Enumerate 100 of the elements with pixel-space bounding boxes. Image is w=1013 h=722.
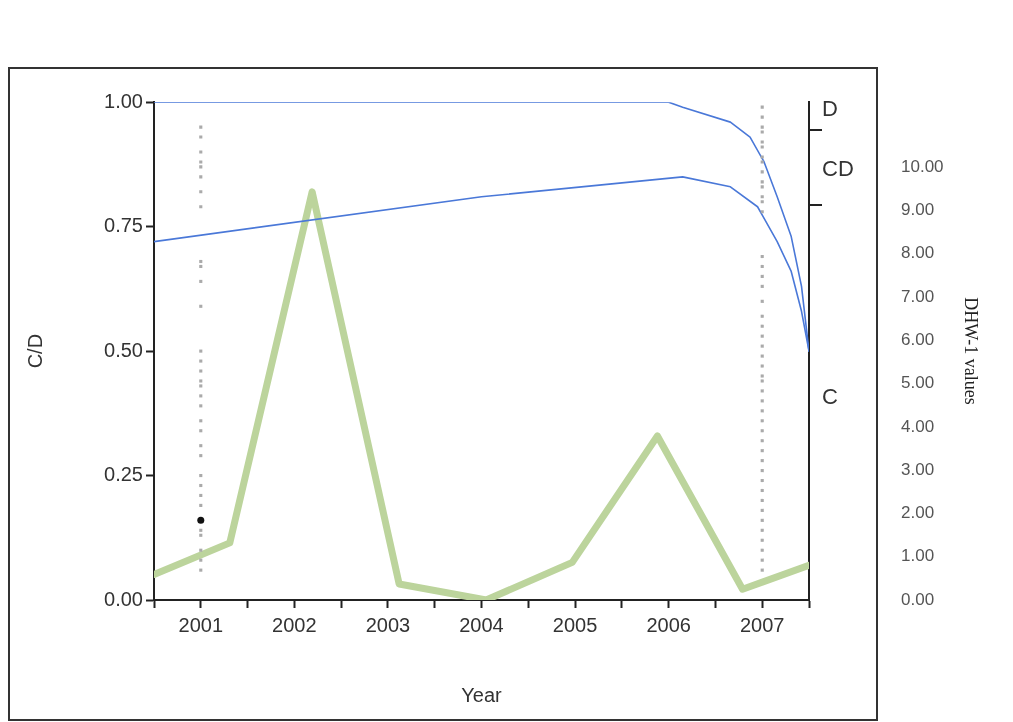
- point: [760, 508, 764, 512]
- point: [199, 493, 203, 498]
- point: [199, 568, 203, 572]
- y2-tick-label: 5.00: [901, 373, 935, 393]
- point: [199, 548, 203, 552]
- point: [199, 483, 203, 488]
- y2-tick-label: 9.00: [901, 200, 935, 220]
- point: [197, 516, 205, 524]
- point: [199, 419, 203, 423]
- y-tick-label: 0.50: [104, 338, 143, 361]
- y2-tick-label: 4.00: [901, 416, 935, 436]
- point: [760, 254, 764, 259]
- point: [760, 155, 764, 159]
- point: [760, 324, 764, 328]
- y2-tick-label: 6.00: [901, 329, 935, 349]
- point: [760, 439, 764, 443]
- point: [760, 528, 764, 532]
- point: [760, 389, 764, 393]
- point: [760, 478, 764, 483]
- point: [760, 459, 764, 463]
- y2-tick-label: 0.00: [901, 589, 935, 609]
- point: [760, 160, 764, 164]
- point: [199, 444, 203, 448]
- point: [760, 284, 764, 288]
- x-tick-label: 2001: [178, 613, 224, 636]
- point: [199, 175, 203, 179]
- point: [760, 185, 764, 189]
- point: [760, 299, 764, 303]
- y2-tick-label: 10.00: [901, 156, 944, 176]
- point: [199, 528, 203, 532]
- y-tick-label: 0.25: [104, 463, 143, 486]
- point: [760, 364, 764, 368]
- point: [199, 369, 203, 373]
- y2-axis-title: DHW-1 values: [961, 297, 982, 405]
- y-tick-label: 1.00: [104, 89, 143, 112]
- x-tick-label: 2003: [365, 613, 411, 636]
- point: [199, 384, 203, 388]
- point: [199, 135, 203, 139]
- y2-tick-label: 7.00: [901, 286, 935, 306]
- point: [760, 379, 764, 383]
- point: [199, 473, 203, 478]
- point: [760, 469, 764, 473]
- point: [199, 503, 203, 507]
- point: [199, 429, 203, 433]
- point: [199, 259, 203, 264]
- point: [760, 145, 764, 149]
- point: [760, 105, 764, 109]
- point: [760, 518, 764, 522]
- y2-tick-label: 8.00: [901, 243, 935, 263]
- point: [199, 150, 203, 154]
- point: [760, 568, 764, 572]
- point: [760, 429, 764, 433]
- y-axis-title: C/D: [23, 333, 46, 369]
- point: [760, 195, 764, 199]
- x-tick-label: 2007: [739, 613, 785, 636]
- point: [760, 449, 764, 453]
- point: [760, 399, 764, 403]
- point: [760, 334, 764, 338]
- point: [199, 264, 203, 269]
- point: [199, 205, 203, 209]
- x-tick-label: 2004: [459, 613, 504, 636]
- point: [199, 533, 203, 537]
- point: [199, 160, 203, 164]
- point: [760, 115, 764, 119]
- x-tick-label: 2006: [646, 613, 691, 636]
- point: [760, 354, 764, 358]
- point: [199, 190, 203, 194]
- point: [760, 419, 764, 423]
- point: [760, 488, 764, 493]
- text: C: [822, 384, 838, 410]
- point: [199, 394, 203, 398]
- point: [199, 454, 203, 458]
- point: [199, 404, 203, 408]
- y2-tick-label: 1.00: [901, 546, 935, 566]
- point: [760, 274, 764, 278]
- point: [760, 210, 764, 214]
- point: [760, 200, 764, 204]
- point: [760, 314, 764, 318]
- point: [199, 379, 203, 383]
- point: [760, 548, 764, 552]
- x-tick-label: 2002: [272, 613, 317, 636]
- x-tick-label: 2005: [552, 613, 598, 636]
- point: [760, 374, 764, 378]
- point: [199, 359, 203, 363]
- point: [199, 279, 203, 283]
- point: [760, 558, 764, 562]
- point: [199, 349, 203, 353]
- y2-tick-label: 3.00: [901, 459, 935, 479]
- text: CD: [822, 156, 854, 182]
- point: [760, 170, 764, 174]
- point: [199, 304, 203, 308]
- point: [760, 409, 764, 413]
- point: [760, 140, 764, 144]
- y2-tick-label: 2.00: [901, 503, 935, 523]
- point: [760, 498, 764, 502]
- point: [760, 180, 764, 184]
- point: [199, 125, 203, 129]
- point: [199, 165, 203, 169]
- y-tick-label: 0.00: [104, 587, 143, 610]
- x-axis-title: Year: [461, 683, 503, 706]
